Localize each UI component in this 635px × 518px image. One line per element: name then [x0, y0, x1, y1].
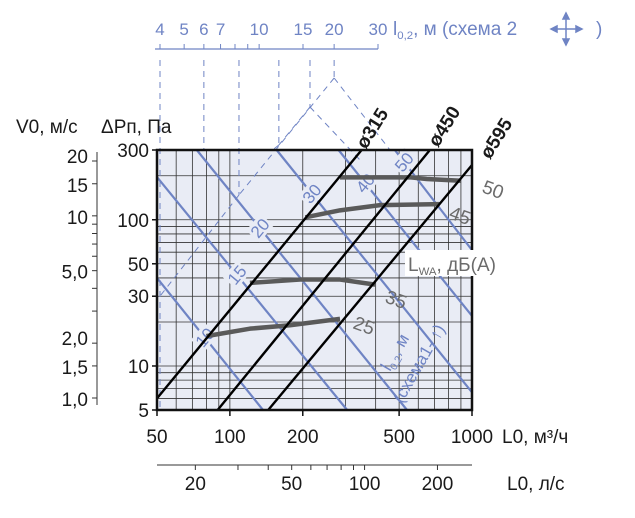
- y2-tick-label: 10: [67, 208, 88, 229]
- noise-curve-50: [340, 175, 462, 183]
- x-tick-label: 500: [383, 427, 415, 448]
- top-tick-label: 5: [179, 20, 188, 39]
- x2-tick-label: 200: [422, 474, 454, 495]
- y2-tick-label: 1,5: [62, 358, 88, 379]
- diameter-label: ø595: [476, 114, 517, 162]
- x-tick-label: 100: [214, 427, 246, 448]
- dashed-guide-diagonal: [272, 144, 280, 151]
- noise-curve-25: [206, 316, 341, 339]
- y2-axis-title: V0, м/с: [16, 117, 78, 138]
- top-axis-title: l0,2, м (схема 2: [393, 19, 517, 42]
- diameter-label: ø450: [424, 103, 465, 151]
- top-tick-label: 10: [250, 20, 269, 39]
- y-tick-label: 100: [117, 211, 149, 232]
- top-tick-label: 7: [216, 20, 225, 39]
- y2-tick-label: 1,0: [62, 390, 88, 411]
- y2-tick-label: 15: [67, 176, 88, 197]
- y-tick-label: 10: [128, 357, 149, 378]
- throw-label-bg: [222, 260, 251, 290]
- dashed-guide-diagonal: [278, 106, 311, 146]
- x-axis-title: L0, м³/ч: [502, 427, 568, 448]
- y-tick-label: 5: [138, 401, 149, 422]
- diameter-line-ø315: [156, 149, 363, 400]
- y-tick-label: 300: [117, 141, 149, 162]
- x-tick-label: 50: [146, 427, 167, 448]
- diameter-label: ø315: [352, 104, 393, 152]
- noise-curve-45: [304, 201, 440, 220]
- cross-arrows-icon: [549, 11, 584, 47]
- x2-axis-title: L0, л/с: [507, 474, 565, 495]
- x2-tick-label: 20: [185, 474, 206, 495]
- throw-label-bg: [245, 213, 274, 243]
- y-tick-label: 30: [128, 287, 149, 308]
- y2-tick-label: 2,0: [62, 329, 88, 350]
- throw-line-15: [156, 176, 348, 411]
- top-tick-label: 6: [199, 20, 208, 39]
- dashed-guide-diagonal: [333, 77, 391, 151]
- noise-axis-title: LWA, дБ(А): [408, 255, 496, 278]
- x-tick-label: 1000: [451, 427, 493, 448]
- top-tick-label: 30: [369, 20, 388, 39]
- throw-label-bg: [390, 147, 419, 177]
- x2-tick-label: 100: [349, 474, 381, 495]
- noise-label-50: 50: [479, 177, 506, 204]
- top-axis-title-close: ): [596, 19, 602, 40]
- plot-frame: [155, 148, 474, 412]
- throw-label-bg: [297, 179, 326, 208]
- x2-tick-label: 50: [281, 474, 302, 495]
- diameter-line-ø450: [216, 149, 431, 411]
- top-tick-label: 4: [155, 20, 164, 39]
- y-axis-title: ΔPп, Па: [101, 117, 172, 138]
- arrow-heads: [549, 11, 584, 47]
- top-tick-label: 20: [325, 20, 344, 39]
- dashed-guide-diagonal: [156, 194, 240, 301]
- top-tick-label: 15: [294, 20, 313, 39]
- dashed-guide-diagonal: [238, 77, 335, 196]
- noise-curve-35: [249, 277, 376, 287]
- y2-tick-label: 20: [67, 147, 88, 168]
- noise-title-bg: [405, 250, 505, 276]
- y2-tick-label: 5,0: [62, 263, 88, 284]
- diameter-line-ø595: [267, 164, 473, 411]
- x-tick-label: 200: [287, 427, 319, 448]
- y-tick-label: 50: [128, 255, 149, 276]
